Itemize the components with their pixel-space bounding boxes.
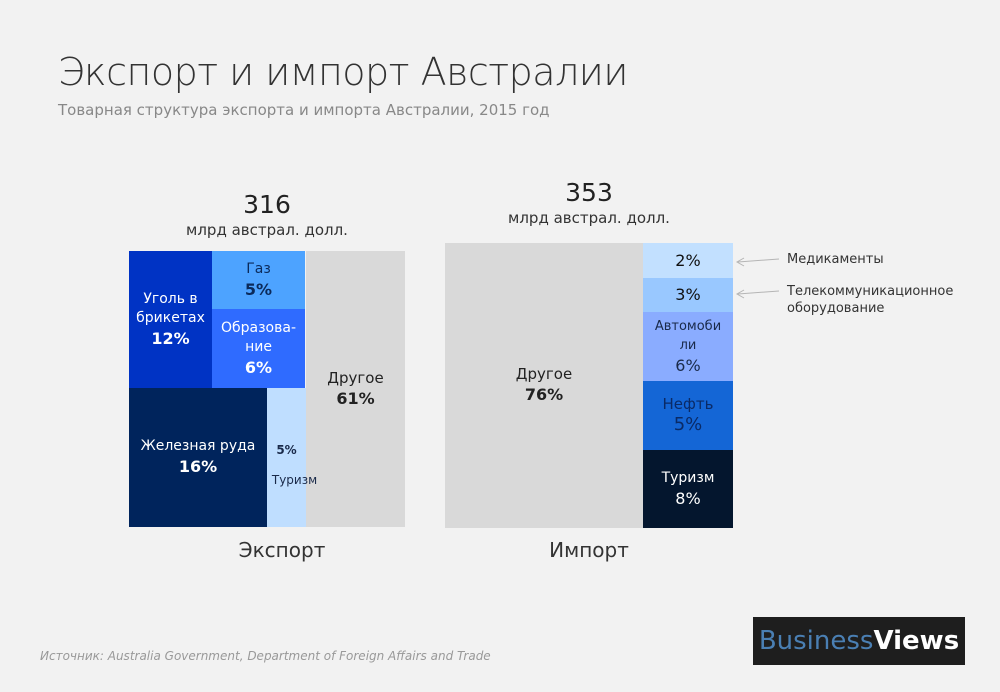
import-medicines-pct: 2% [675, 250, 701, 270]
import-cars-label: Автомоби ли [654, 318, 722, 353]
export-tourism-label: Туризм [271, 473, 318, 487]
import-block-telecom: 3% [643, 278, 733, 312]
chart-title: Экспорт и импорт Австралии [58, 50, 628, 94]
callout-medicines: Медикаменты [787, 252, 884, 267]
import-other-label: Другое [515, 365, 573, 383]
import-telecom-pct: 3% [675, 285, 701, 304]
export-block-gas: Газ 5% [212, 251, 305, 309]
logo-views: Views [873, 626, 960, 656]
arrow-telecom-line [737, 290, 780, 295]
businessviews-logo: Business Views [753, 617, 965, 665]
export-other-pct: 61% [336, 388, 375, 408]
export-block-iron-ore: Железная руда 16% [129, 388, 267, 527]
export-coal-pct: 12% [151, 328, 190, 348]
export-total-unit: млрд австрал. долл. [186, 221, 348, 239]
logo-business: Business [758, 626, 874, 656]
chart-subtitle: Товарная структура экспорта и импорта Ав… [58, 101, 550, 119]
import-block-tourism: Туризм 8% [643, 450, 733, 528]
import-cars-pct: 6% [675, 355, 701, 375]
import-tourism-label: Туризм [661, 469, 715, 486]
export-block-tourism: 5% Туризм [267, 388, 317, 527]
export-other-label: Другое [327, 368, 384, 387]
export-education-pct: 6% [244, 357, 273, 377]
export-gas-pct: 5% [244, 279, 273, 299]
import-block-medicines: 2% [643, 243, 733, 278]
import-tourism-pct: 8% [675, 488, 701, 508]
export-gas-label: Газ [246, 260, 271, 277]
export-total: 316 млрд австрал. долл. [129, 190, 405, 240]
arrow-telecom-head [735, 289, 745, 299]
export-block-education: Образова-ние 6% [212, 309, 305, 388]
import-label: Импорт [549, 538, 629, 562]
export-block-other: Другое 61% [306, 251, 405, 527]
import-total-value: 353 [565, 178, 613, 207]
import-block-other: Другое 76% [445, 243, 643, 528]
export-total-value: 316 [243, 190, 291, 219]
import-oil-pct: 5% [673, 414, 703, 435]
export-iron-ore-pct: 16% [178, 457, 218, 476]
source-note: Источник: Australia Government, Departme… [40, 649, 491, 663]
import-other-pct: 76% [524, 385, 564, 404]
arrow-medicines-line [737, 258, 780, 263]
export-block-coal: Уголь в брикетах 12% [129, 251, 212, 388]
import-block-oil: Нефть 5% [643, 381, 733, 450]
export-coal-label: Уголь в брикетах [136, 290, 205, 326]
export-iron-ore-label: Железная руда [140, 438, 256, 454]
callout-telecom: Телекоммуникационное оборудование [787, 284, 954, 316]
import-total-unit: млрд австрал. долл. [508, 209, 670, 227]
export-tourism-pct: 5% [276, 443, 297, 457]
import-block-cars: Автомоби ли 6% [643, 312, 733, 381]
export-education-label: Образова-ние [220, 319, 296, 355]
arrow-medicines-head [735, 257, 745, 267]
export-label: Экспорт [238, 538, 326, 562]
import-total: 353 млрд австрал. долл. [445, 178, 733, 228]
import-oil-label: Нефть [662, 395, 714, 413]
